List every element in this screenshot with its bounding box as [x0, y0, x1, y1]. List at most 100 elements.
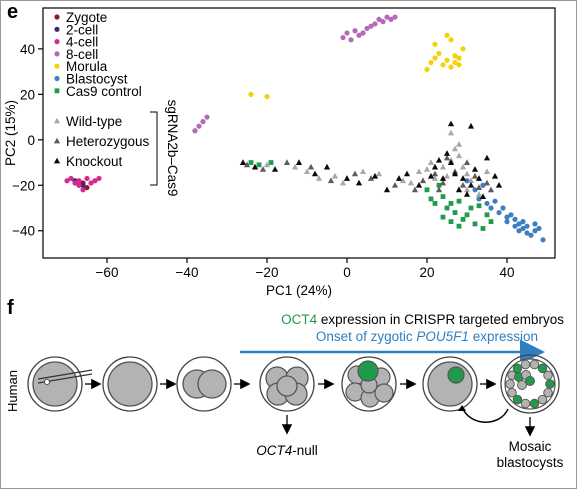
4-cell-point [68, 175, 74, 182]
8-cell-point [196, 123, 202, 129]
cas9-control-point [432, 201, 438, 206]
y-tick-label: 40 [20, 42, 35, 57]
8-cell-point [344, 30, 350, 36]
wild-type-point [415, 168, 423, 175]
8-cell-point [200, 119, 206, 125]
onset-label: Onset of zygotic POU5F1 expression [316, 329, 538, 344]
blastocyst-point [480, 182, 486, 188]
legend-label-knockout: Knockout [66, 154, 123, 169]
trophectoderm-cell [512, 363, 523, 374]
heterozygous-point [391, 181, 399, 188]
morula-point [428, 59, 434, 66]
morula-point [460, 46, 466, 52]
onset-suffix: expression [469, 329, 538, 344]
x-tick-label: −60 [96, 265, 119, 280]
4-cell-point [92, 178, 98, 184]
heterozygous-point [419, 177, 427, 184]
blastocyst-point [516, 228, 522, 234]
legend-marker-4-cell [54, 39, 60, 45]
8-cell-point [364, 25, 370, 32]
trophectoderm-cell [537, 394, 548, 405]
null-gene: OCT4 [256, 443, 292, 458]
legend-label-4-cell: 4-cell [66, 35, 98, 50]
heterozygous-point [443, 154, 451, 161]
trophectoderm-cell [543, 387, 553, 398]
inner-cell-mass-cell [517, 380, 527, 390]
curved-arrow-head [458, 405, 466, 411]
8-cell-point [388, 16, 394, 22]
cas9-control-point [484, 212, 490, 218]
knockout-point [435, 156, 443, 163]
cas9-control-point [468, 205, 474, 211]
morula-point [456, 55, 462, 61]
blastocyst-point [532, 221, 538, 227]
blastocyst-point [528, 232, 534, 238]
knockout-point [495, 181, 503, 188]
knockout-point [475, 175, 483, 181]
legend-label-8-cell: 8-cell [66, 47, 98, 62]
knockout-point [295, 159, 303, 165]
legend-bracket [150, 111, 158, 186]
morula-point [444, 57, 450, 63]
morula-point [448, 64, 454, 70]
blastocyst-point [492, 198, 498, 204]
heterozygous-point [307, 163, 315, 170]
morula-point [440, 62, 446, 68]
8-cell-point [352, 28, 358, 34]
4-cell-point [88, 180, 94, 186]
cas9-control-point [444, 205, 450, 211]
knockout-point [251, 163, 259, 170]
wild-type-point [359, 168, 367, 175]
knockout-point [431, 163, 439, 170]
knockout-point [483, 154, 491, 161]
wild-type-point [315, 175, 323, 181]
wild-type-point [407, 179, 415, 186]
wild-type-point [375, 170, 383, 177]
panel-e-label: e [7, 1, 19, 23]
knockout-point [463, 191, 471, 197]
bracket-label: sgRNA2b–Cas9 [165, 100, 180, 197]
legend-marker-wild-type [53, 117, 61, 124]
knockout-point [239, 159, 247, 165]
blastocyst-point [536, 225, 542, 232]
wild-type-point [447, 129, 455, 136]
2-cell-point [80, 182, 86, 188]
heterozygous-point [431, 170, 439, 177]
knockout-point [383, 186, 391, 193]
8-cell-point [376, 16, 382, 22]
8-cell-point [192, 128, 198, 134]
cas9-control-point [248, 160, 254, 165]
trophectoderm-cell [520, 359, 531, 370]
knockout-point [343, 175, 351, 181]
4-cell-point [72, 180, 78, 186]
blastocyst-point [512, 223, 518, 229]
legend-label-blastocyst: Blastocyst [66, 72, 128, 87]
wild-type-point [339, 179, 347, 186]
blastocyst-point [532, 228, 538, 234]
wild-type-point [427, 159, 435, 165]
trophectoderm-cell [512, 394, 523, 405]
heterozygous-point [243, 161, 251, 168]
legend-label-morula: Morula [66, 59, 108, 74]
wild-type-point [467, 177, 475, 184]
blastocyst-point [476, 196, 482, 202]
x-tick-label: 0 [343, 265, 351, 280]
heterozygous-point [327, 177, 335, 184]
legend-marker-morula [54, 63, 60, 69]
one-cell-stage [102, 356, 158, 412]
morula-point [448, 37, 454, 43]
knockout-point [415, 181, 423, 188]
onset-gene: POU5F1 [416, 329, 469, 344]
trophectoderm-cell [545, 379, 555, 389]
expression-title: OCT4 expression in CRISPR targeted embry… [281, 312, 564, 327]
cas9-control-point [488, 219, 494, 225]
wild-type-point [463, 170, 471, 177]
blastocyst-point [488, 205, 494, 211]
eight-cell-stage [259, 356, 315, 412]
wild-type-point [303, 168, 311, 175]
blastocyst-point [500, 205, 506, 211]
heterozygous-point [367, 175, 375, 181]
blastocyst-point [504, 214, 510, 220]
mosaic-label-2: blastocysts [497, 455, 564, 470]
knockout-point [455, 186, 463, 193]
